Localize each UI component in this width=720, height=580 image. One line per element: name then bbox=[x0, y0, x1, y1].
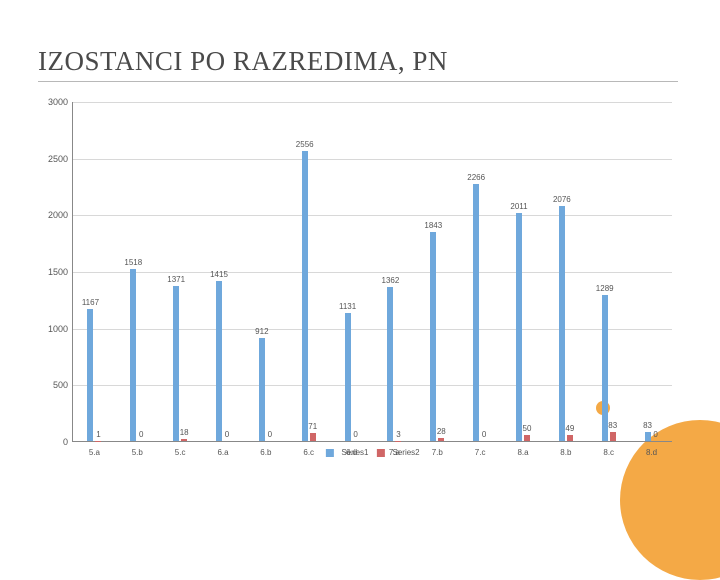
bar-value-label: 1371 bbox=[167, 275, 185, 284]
bar-group: 1415 0 bbox=[213, 102, 233, 441]
bar-group: 1362 3 bbox=[384, 102, 404, 441]
bar-value-label: 71 bbox=[308, 422, 317, 431]
plot-area: 116715.a151805.b1371185.c141506.a91206.b… bbox=[72, 102, 672, 442]
bar-value-label: 1362 bbox=[382, 276, 400, 285]
bar-value-label: 18 bbox=[180, 428, 189, 437]
gridline bbox=[73, 215, 672, 216]
x-axis-label: 8.b bbox=[560, 448, 571, 457]
bar-value-label: 50 bbox=[523, 424, 532, 433]
bar bbox=[473, 184, 479, 441]
bar bbox=[173, 286, 179, 441]
bar-value-label: 2556 bbox=[296, 140, 314, 149]
bar-value-label: 1289 bbox=[596, 284, 614, 293]
bar-value-label: 1843 bbox=[424, 221, 442, 230]
bar bbox=[345, 313, 351, 441]
bar-value-label: 28 bbox=[437, 427, 446, 436]
bar-chart: 050010001500200025003000 116715.a151805.… bbox=[38, 102, 678, 482]
x-axis-label: 5.c bbox=[175, 448, 186, 457]
x-axis-label: 5.b bbox=[132, 448, 143, 457]
bar-value-label: 1 bbox=[96, 430, 100, 439]
bar bbox=[645, 432, 651, 441]
legend-swatch bbox=[325, 449, 333, 457]
y-axis-label: 1500 bbox=[38, 267, 68, 277]
bar-value-label: 0 bbox=[225, 430, 229, 439]
page-title: IZOSTANCI PO RAZREDIMA, PN bbox=[38, 46, 678, 82]
bar bbox=[310, 433, 316, 441]
bar-value-label: 0 bbox=[268, 430, 272, 439]
bar bbox=[130, 269, 136, 441]
bar-value-label: 0 bbox=[482, 430, 486, 439]
legend-label: Series2 bbox=[393, 448, 420, 457]
bar bbox=[430, 232, 436, 441]
y-axis-label: 500 bbox=[38, 380, 68, 390]
y-axis-label: 3000 bbox=[38, 97, 68, 107]
x-axis-label: 6.b bbox=[260, 448, 271, 457]
bar-group: 830 bbox=[642, 102, 662, 441]
bar-group: 1131 0 bbox=[342, 102, 362, 441]
bar-value-label: 912 bbox=[255, 327, 268, 336]
bar bbox=[87, 309, 93, 441]
bar bbox=[610, 432, 616, 441]
y-axis-label: 1000 bbox=[38, 324, 68, 334]
bar-group: 2076 49 bbox=[556, 102, 576, 441]
bar-group: 2556 71 bbox=[299, 102, 319, 441]
x-axis-label: 8.d bbox=[646, 448, 657, 457]
x-axis-label: 8.c bbox=[603, 448, 614, 457]
x-axis-label: 6.c bbox=[303, 448, 314, 457]
gridline bbox=[73, 329, 672, 330]
bar-value-label: 0 bbox=[353, 430, 357, 439]
bar bbox=[516, 213, 522, 441]
bar-group: 1843 28 bbox=[427, 102, 447, 441]
x-axis-label: 7.b bbox=[432, 448, 443, 457]
bar-value-label: 49 bbox=[565, 424, 574, 433]
bar bbox=[602, 295, 608, 441]
bar bbox=[438, 438, 444, 441]
bar-group: 1371 18 bbox=[170, 102, 190, 441]
bar-value-label: 0 bbox=[653, 430, 657, 439]
bar bbox=[216, 281, 222, 441]
legend: Series1 Series2 bbox=[325, 448, 419, 457]
gridline bbox=[73, 102, 672, 103]
bar bbox=[302, 151, 308, 441]
bar bbox=[559, 206, 565, 441]
bar-value-label: 83 bbox=[643, 421, 652, 430]
gridline bbox=[73, 159, 672, 160]
x-axis-label: 8.a bbox=[517, 448, 528, 457]
x-axis-label: 5.a bbox=[89, 448, 100, 457]
bar-value-label: 2011 bbox=[510, 202, 527, 211]
bar-value-label: 3 bbox=[396, 430, 400, 439]
y-axis-label: 2500 bbox=[38, 154, 68, 164]
y-axis-label: 2000 bbox=[38, 210, 68, 220]
legend-swatch bbox=[377, 449, 385, 457]
x-axis-label: 7.c bbox=[475, 448, 486, 457]
gridline bbox=[73, 385, 672, 386]
bar-value-label: 2076 bbox=[553, 195, 571, 204]
bar bbox=[181, 439, 187, 441]
bar-group: 912 0 bbox=[256, 102, 276, 441]
gridline bbox=[73, 272, 672, 273]
bar-value-label: 1167 bbox=[82, 298, 99, 307]
bar bbox=[524, 435, 530, 441]
bar bbox=[259, 338, 265, 441]
bar-group: 1518 0 bbox=[127, 102, 147, 441]
bar-group: 1167 1 bbox=[84, 102, 104, 441]
bar-value-label: 0 bbox=[139, 430, 143, 439]
bar-value-label: 1415 bbox=[210, 270, 228, 279]
legend-label: Series1 bbox=[341, 448, 368, 457]
bar-group: 1289 83 bbox=[599, 102, 619, 441]
bar-group: 2011 50 bbox=[513, 102, 533, 441]
bar bbox=[387, 287, 393, 441]
bar bbox=[567, 435, 573, 441]
bar-value-label: 83 bbox=[608, 421, 617, 430]
bar-value-label: 1131 bbox=[339, 302, 356, 311]
bar-value-label: 1518 bbox=[124, 258, 142, 267]
bar-group: 2266 0 bbox=[470, 102, 490, 441]
x-axis-label: 6.a bbox=[217, 448, 228, 457]
bar-value-label: 2266 bbox=[467, 173, 485, 182]
y-axis-label: 0 bbox=[38, 437, 68, 447]
